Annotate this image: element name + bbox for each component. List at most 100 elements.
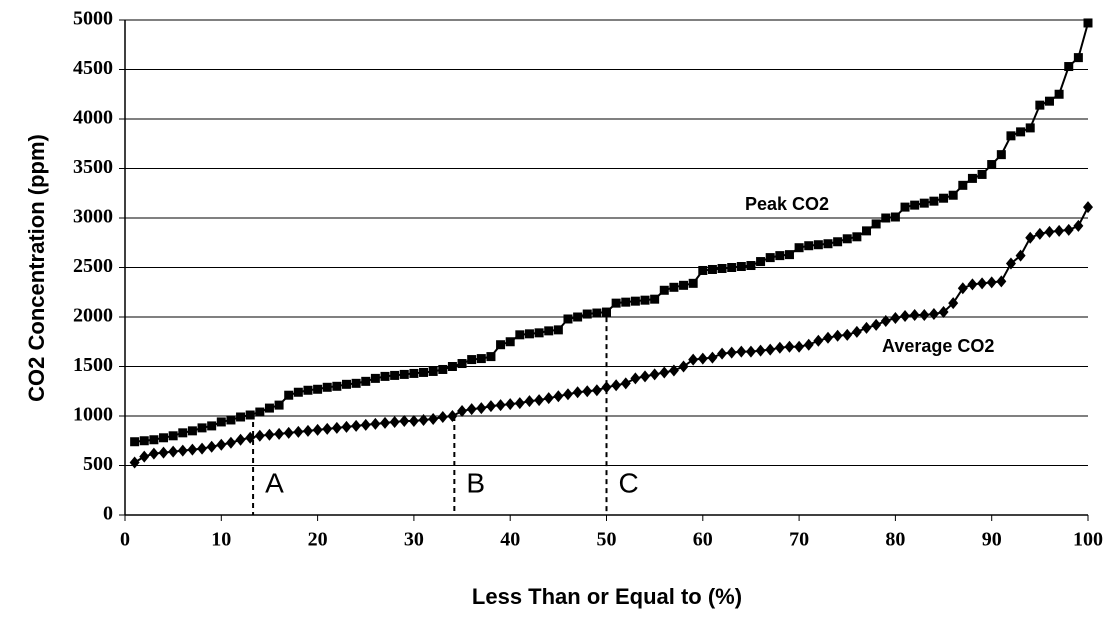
point (563, 314, 573, 324)
point (177, 444, 188, 457)
point (495, 399, 506, 412)
point (524, 395, 535, 408)
point (746, 261, 756, 271)
point (890, 212, 900, 222)
point (303, 385, 313, 395)
point (225, 436, 236, 449)
point (390, 370, 400, 380)
point (1083, 18, 1093, 28)
point (967, 173, 977, 183)
point (900, 310, 911, 323)
y-tick-label: 500 (83, 453, 113, 475)
point (630, 296, 640, 306)
point (322, 422, 333, 435)
point (1073, 53, 1083, 63)
point (207, 421, 217, 431)
point (148, 447, 159, 460)
point (419, 367, 429, 377)
point (659, 285, 669, 295)
series-label: Average CO2 (882, 336, 994, 356)
point (822, 331, 833, 344)
point (168, 445, 179, 458)
point (524, 329, 534, 339)
point (428, 366, 438, 376)
point (967, 278, 978, 291)
point (235, 433, 246, 446)
point (620, 377, 631, 390)
point (264, 428, 275, 441)
point (437, 410, 448, 423)
y-tick-label: 4500 (73, 57, 113, 79)
point (302, 424, 313, 437)
point (360, 418, 371, 431)
point (736, 345, 747, 358)
point (331, 421, 342, 434)
point (910, 200, 920, 210)
y-tick-label: 4000 (73, 107, 113, 129)
point (1015, 249, 1026, 262)
point (1025, 231, 1036, 244)
point (1035, 100, 1045, 110)
point (1016, 127, 1026, 137)
point (592, 308, 602, 318)
point (447, 362, 457, 371)
point (370, 373, 380, 383)
point (756, 257, 766, 267)
point (852, 232, 862, 242)
point (996, 275, 1007, 288)
point (909, 309, 920, 322)
point (928, 308, 939, 321)
point (881, 213, 891, 223)
point (341, 379, 351, 389)
point (312, 423, 323, 436)
point (1034, 227, 1045, 240)
point (688, 278, 698, 288)
point (197, 423, 207, 433)
point (958, 180, 968, 190)
point (977, 169, 987, 179)
point (726, 346, 737, 359)
point (409, 368, 419, 378)
point (553, 325, 563, 335)
point (813, 240, 823, 250)
point (698, 265, 708, 275)
point (159, 433, 169, 443)
point (544, 326, 554, 336)
point (457, 359, 467, 369)
point (332, 381, 342, 391)
point (871, 318, 882, 331)
point (399, 414, 410, 427)
y-tick-label: 3000 (73, 206, 113, 228)
point (284, 390, 294, 400)
point (254, 429, 265, 442)
point (534, 328, 544, 338)
point (514, 397, 525, 410)
point (467, 355, 477, 365)
point (630, 372, 641, 385)
point (707, 264, 717, 274)
point (621, 297, 631, 307)
point (601, 381, 612, 394)
point (572, 386, 583, 399)
point (1073, 219, 1084, 232)
y-tick-label: 5000 (73, 8, 113, 30)
point (939, 193, 949, 203)
point (129, 456, 140, 469)
point (226, 415, 236, 425)
point (553, 390, 564, 403)
point (380, 371, 390, 381)
point (832, 329, 843, 342)
point (977, 277, 988, 290)
point (851, 325, 862, 338)
point (447, 410, 458, 422)
point (1083, 201, 1093, 214)
point (139, 450, 150, 463)
point (649, 368, 660, 381)
x-tick-label: 90 (982, 529, 1002, 551)
point (602, 307, 611, 317)
point (438, 364, 448, 374)
point (313, 384, 323, 394)
point (380, 416, 391, 429)
annotation-label: B (466, 467, 485, 498)
